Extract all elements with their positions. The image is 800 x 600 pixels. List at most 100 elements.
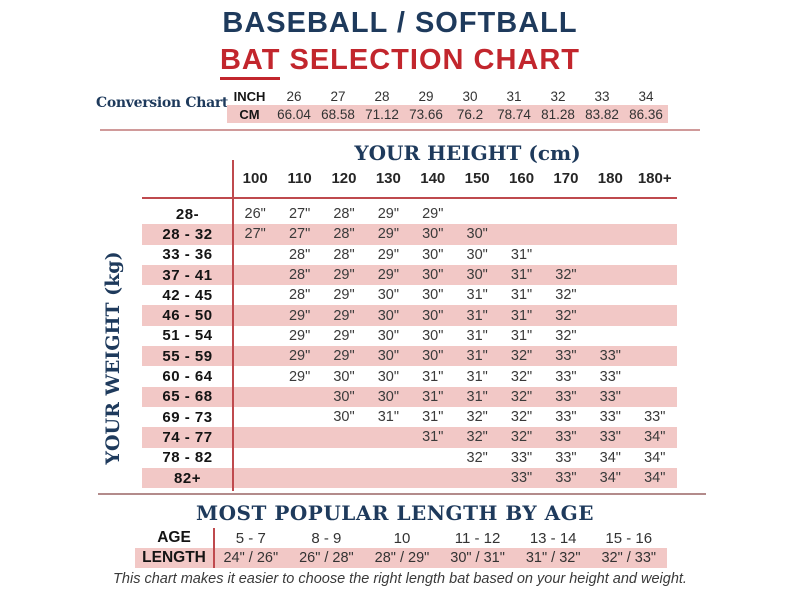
- bat-length-cell: 30": [466, 246, 488, 263]
- age-value-cell: 11 - 12: [454, 529, 501, 547]
- bat-length-cell: 31": [466, 287, 488, 304]
- conversion-inch-value: 29: [418, 88, 434, 104]
- conversion-cm-row: CM 66.04 68.58 71.12 73.66 76.2 78.74 81.28 83.8…: [227, 105, 668, 123]
- bat-length-cell: 28": [288, 287, 311, 304]
- bat-length-cell: 29": [333, 267, 355, 284]
- bat-size-row: 65 - 68 30" 30" 31" 31" 32" 33" 33": [142, 386, 677, 407]
- bat-length-cell: 27": [288, 206, 311, 223]
- bat-size-row: 74 - 77 31" 32" 32" 33" 33" 34": [142, 427, 677, 448]
- table-vertical-divider: [232, 160, 234, 491]
- age-table-vertical-divider: [213, 528, 215, 568]
- conversion-cm-value: 78.74: [497, 106, 531, 122]
- weight-range-label: 78 - 82: [162, 449, 213, 467]
- conversion-inch-value: 26: [286, 88, 302, 104]
- conversion-inch-value: 31: [506, 88, 522, 104]
- bat-length-cell: 32": [466, 429, 488, 446]
- bat-length-cell: 32": [555, 267, 577, 284]
- bat-length-cell: 31": [466, 307, 488, 324]
- length-row: LENGTH 24" / 26" 26" / 28" 28" / 29" 30" / 3…: [135, 548, 667, 568]
- bat-length-cell: 32": [555, 327, 577, 344]
- bat-length-cell: 32": [510, 368, 533, 385]
- weight-range-label: 69 - 73: [162, 408, 213, 426]
- bat-length-cell: 34": [644, 470, 666, 486]
- bat-length-cell: 29": [333, 327, 355, 344]
- bat-size-row: 60 - 64 29" 30" 30" 31" 31" 32" 33" 33": [142, 366, 677, 386]
- conversion-inch-value: 28: [374, 88, 390, 104]
- age-value-cell: 13 - 14: [529, 529, 577, 547]
- bat-length-cell: 30": [377, 307, 399, 324]
- bat-length-cell: 32": [555, 287, 577, 304]
- bat-length-cell: 30": [333, 368, 355, 385]
- weight-range-label: 55 - 59: [162, 347, 213, 365]
- bat-length-cell: 29": [422, 206, 444, 223]
- bat-length-cell: 30": [333, 388, 355, 405]
- bat-length-cell: 29": [333, 287, 355, 304]
- conversion-table: INCH 26 27 28 29 30 31 32 33 34 CM 66.04 68.58 71.12 7…: [227, 87, 668, 123]
- bat-length-cell: 27": [288, 226, 311, 243]
- height-axis-label: YOUR HEIGHT (cm): [354, 141, 581, 165]
- weight-range-label: 42 - 45: [162, 286, 213, 304]
- length-row-label: LENGTH: [142, 549, 206, 566]
- bat-length-cell: 33": [644, 409, 666, 426]
- bat-length-cell: 33": [555, 449, 577, 466]
- bat-length-cell: 33": [510, 470, 533, 486]
- conversion-cm-label: CM: [239, 106, 260, 122]
- bat-length-cell: 33": [555, 470, 577, 486]
- height-header-cell: 140: [420, 169, 446, 187]
- bat-length-cell: 32": [510, 388, 533, 405]
- bat-length-cell: 29": [288, 307, 311, 324]
- bat-size-row: 37 - 41 28" 29" 29" 30" 30" 31" 32": [142, 264, 677, 286]
- length-value-cell: 26" / 28": [299, 550, 354, 566]
- age-row: AGE 5 - 7 8 - 9 10 11 - 12 13 - 14 15 - 16: [135, 528, 667, 548]
- bat-length-cell: 31": [510, 246, 533, 263]
- bat-length-cell: 32": [510, 429, 533, 446]
- bat-length-cell: 30": [377, 388, 399, 405]
- bat-length-cell: 31": [377, 409, 399, 426]
- bat-length-cell: 34": [644, 429, 666, 446]
- bat-length-cell: 29": [377, 267, 399, 284]
- bat-length-cell: 33": [555, 368, 577, 385]
- bat-length-cell: 33": [555, 429, 577, 446]
- height-header-cell: 150: [464, 169, 490, 187]
- height-header-cell: 120: [331, 169, 357, 187]
- bat-length-cell: 32": [466, 449, 488, 466]
- bat-length-cell: 31": [510, 267, 533, 284]
- bat-size-row: 33 - 36 28" 28" 29" 30" 30" 31": [142, 245, 677, 265]
- weight-axis-label: YOUR WEIGHT (kg): [102, 251, 124, 465]
- age-value-cell: 15 - 16: [605, 529, 653, 547]
- bat-length-cell: 32": [466, 409, 488, 426]
- bat-length-cell: 31": [466, 348, 488, 365]
- bat-length-cell: 31": [466, 327, 488, 344]
- bat-length-cell: 27": [244, 226, 266, 243]
- bat-length-cell: 29": [288, 327, 311, 344]
- bat-length-cell: 33": [599, 348, 621, 365]
- bat-length-cell: 30": [377, 368, 399, 385]
- bat-length-cell: 30": [422, 287, 444, 304]
- footer-note: This chart makes it easier to choose the…: [113, 571, 687, 587]
- age-value-cell: 8 - 9: [311, 529, 342, 547]
- weight-range-label: 82+: [174, 469, 201, 487]
- bat-size-row: 28 - 32 27" 27" 28" 29" 30" 30": [142, 224, 677, 245]
- bat-length-cell: 29": [377, 206, 399, 223]
- conversion-cm-value: 73.66: [409, 106, 443, 122]
- bottom-divider-line: [98, 493, 706, 495]
- bat-length-cell: 28": [333, 246, 355, 263]
- bat-length-cell: 31": [510, 327, 533, 344]
- length-value-cell: 28" / 29": [374, 550, 430, 566]
- bat-size-row: 46 - 50 29" 29" 30" 30" 31" 31" 32": [142, 305, 677, 326]
- bat-length-cell: 30": [377, 287, 399, 304]
- header-underline: [142, 197, 677, 199]
- bat-length-cell: 30": [422, 226, 444, 243]
- bat-length-cell: 33": [599, 429, 621, 446]
- bat-length-cell: 28": [288, 267, 311, 284]
- bat-length-cell: 32": [555, 307, 577, 324]
- bat-length-cell: 34": [599, 449, 621, 466]
- height-header-cell: 180+: [637, 169, 672, 187]
- bat-length-cell: 29": [288, 348, 311, 365]
- conversion-cm-value: 66.04: [277, 106, 311, 122]
- page-title: BASEBALL / SOFTBALL: [222, 7, 578, 39]
- subtitle-bat-underlined: BAT: [219, 44, 281, 80]
- bat-length-cell: 31": [422, 388, 444, 405]
- height-header-cell: 100: [242, 169, 268, 187]
